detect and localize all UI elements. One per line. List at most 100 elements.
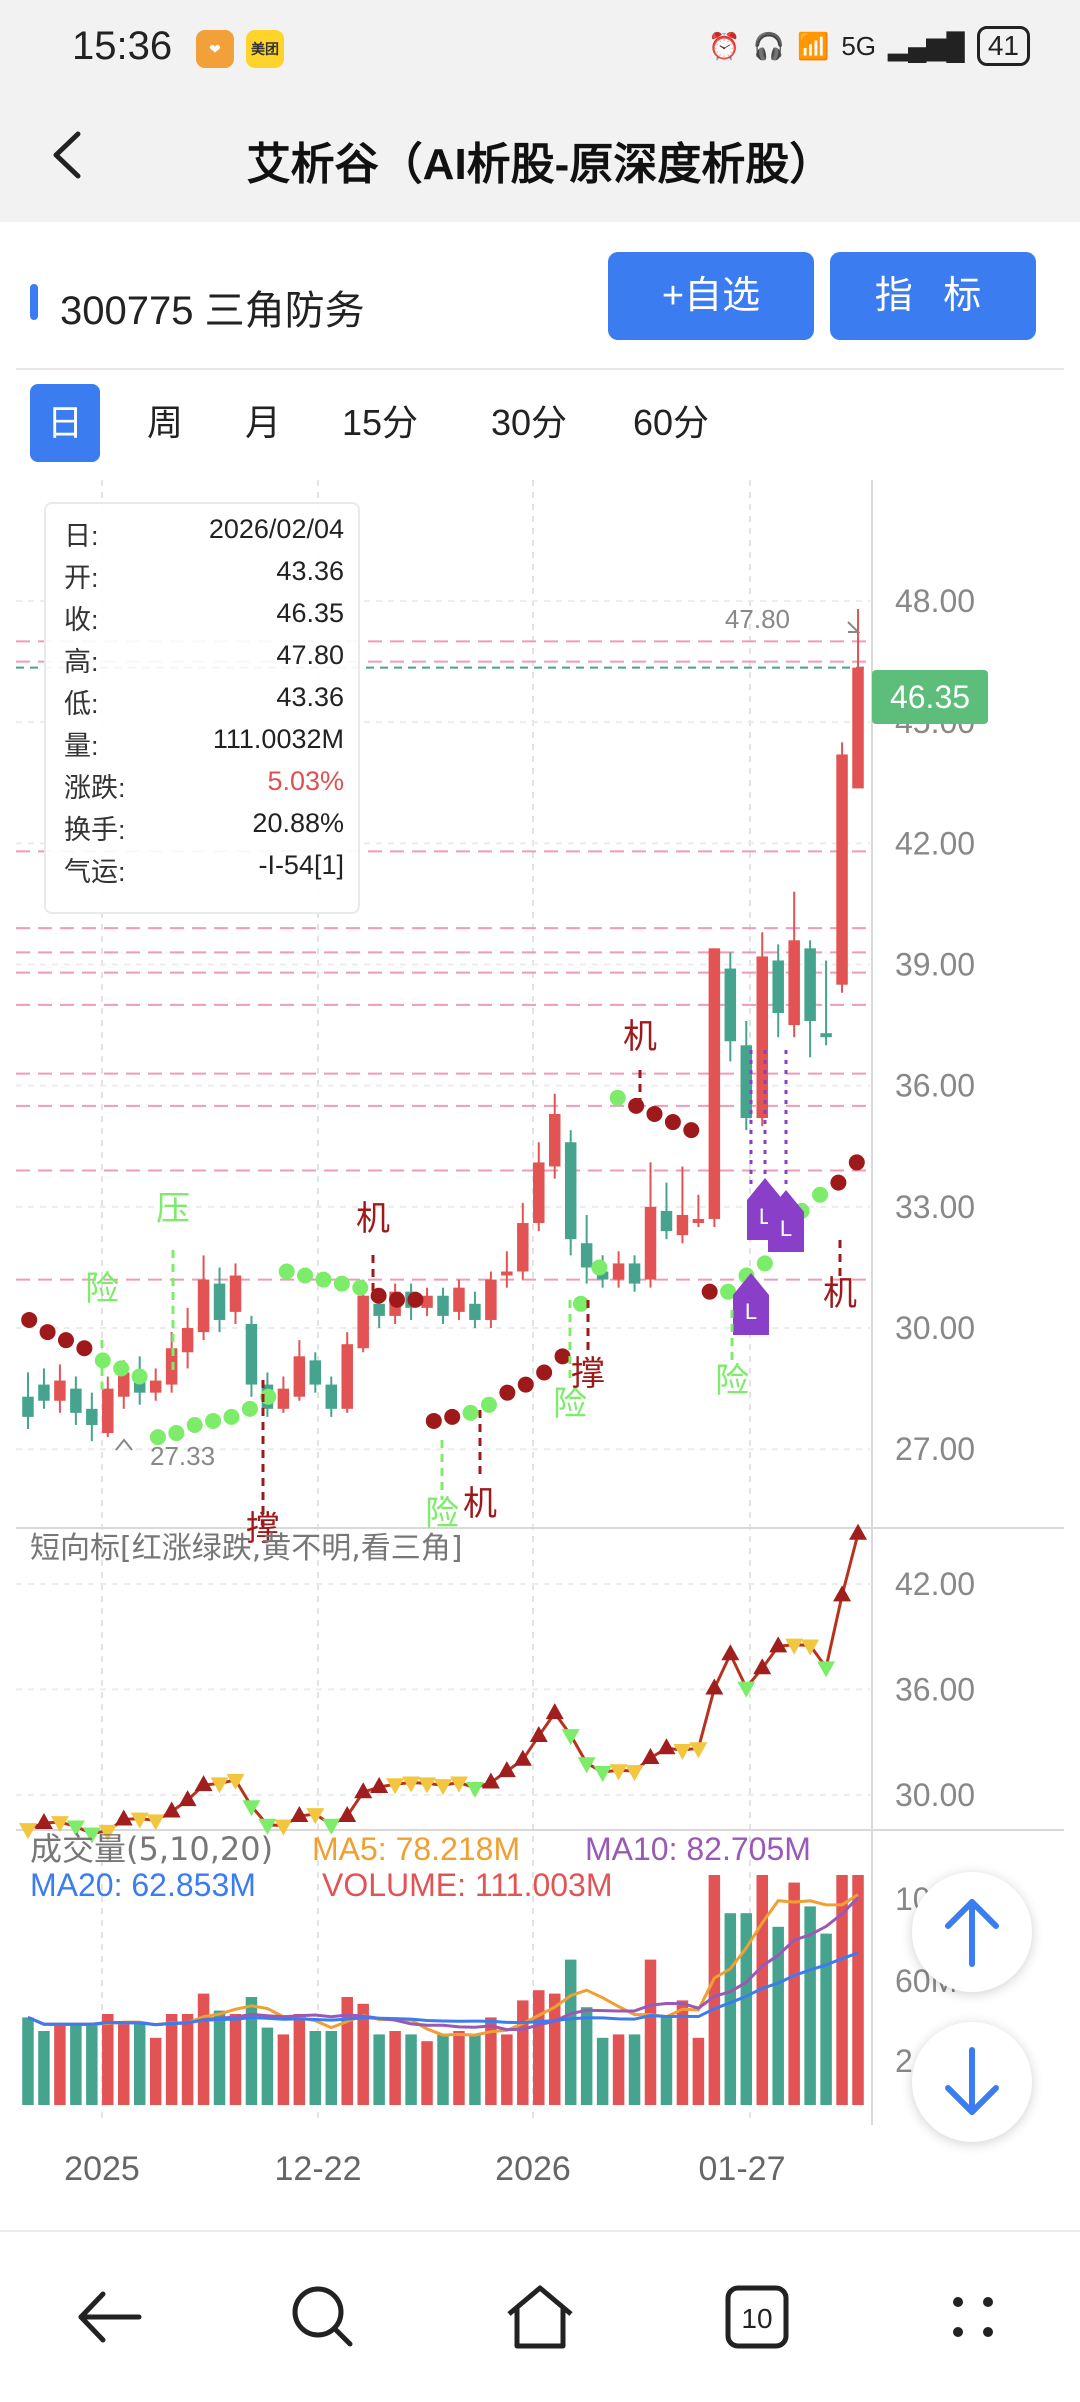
signal-label: 险 <box>553 1384 587 1424</box>
status-icons: ⏰ 🎧 📶 5G ▂▄▆█ 41 <box>708 26 1030 66</box>
candle-body <box>708 948 721 1219</box>
volume-bar <box>357 2003 369 2105</box>
trend-triangle <box>497 1761 516 1778</box>
nav-bar: 艾析谷（AI析股-原深度析股） <box>0 90 1080 222</box>
candle-body <box>437 1295 449 1316</box>
tab-30min[interactable]: 30分 <box>490 402 568 443</box>
trend-dot <box>720 1283 737 1300</box>
candle-body <box>836 754 848 985</box>
tab-month[interactable]: 月 <box>244 402 281 443</box>
trend-dot <box>241 1400 258 1417</box>
trend-dot <box>168 1425 185 1442</box>
volume-bar <box>86 2024 98 2105</box>
trend-dot <box>462 1404 479 1421</box>
volume-bar <box>644 1959 657 2105</box>
info-value: 47.80 <box>276 640 344 670</box>
buy-signal-icon: L <box>733 1273 769 1335</box>
volume-bar <box>277 2034 290 2105</box>
volume-bar <box>149 2037 162 2105</box>
info-row: 日: 2026/02/04 <box>64 514 344 556</box>
stock-header: 300775 三角防务 +自选 指 标 <box>0 222 1080 370</box>
info-key: 日: <box>64 521 99 551</box>
volume-bar <box>453 2031 465 2105</box>
scroll-up-button[interactable] <box>912 1872 1032 1992</box>
info-value: -I-54[1] <box>258 850 344 880</box>
trend-triangle <box>625 1765 644 1782</box>
buy-signal-icon: L <box>768 1190 804 1252</box>
trend-dot <box>572 1295 589 1312</box>
volume-bar <box>788 1882 800 2105</box>
volume-bar <box>564 1959 577 2105</box>
candle-body <box>724 968 737 1042</box>
indicator-button[interactable]: 指 标 <box>830 252 1036 340</box>
network-label: 5G <box>841 30 876 61</box>
signal-label: 险 <box>85 1269 119 1309</box>
info-value: 5.03% <box>267 766 344 796</box>
volume-legend-label: MA10: 82.705M <box>585 1831 811 1867</box>
tabs-icon[interactable]: 10 <box>712 2272 802 2362</box>
info-key: 低: <box>64 689 99 719</box>
trend-dot <box>131 1368 148 1385</box>
trend-triangle <box>146 1814 165 1831</box>
volume-bar <box>820 1933 832 2105</box>
menu-dots-icon[interactable] <box>928 2272 1018 2362</box>
volume-legend-label: 成交量(5,10,20) <box>30 1830 273 1868</box>
volume-bar <box>756 1875 768 2105</box>
accent-bar <box>30 284 38 320</box>
date-tick-label: 2026 <box>495 2150 571 2188</box>
candle-body <box>245 1324 258 1385</box>
trend-triangle <box>593 1766 612 1782</box>
trend-triangle <box>529 1725 548 1742</box>
volume-bar <box>772 1926 784 2105</box>
trend-triangle <box>577 1757 596 1774</box>
trend-tick-label: 36.00 <box>895 1671 975 1707</box>
trend-dot <box>370 1287 387 1304</box>
tab-day[interactable]: 日 <box>30 384 100 462</box>
high-pointer <box>847 621 861 633</box>
heart-app-icon: ❤ <box>196 30 234 68</box>
trend-triangle <box>354 1782 373 1799</box>
volume-bar <box>309 2031 322 2105</box>
trend-dot <box>664 1114 681 1131</box>
tab-60min[interactable]: 60分 <box>632 402 710 443</box>
trend-triangle <box>769 1636 788 1653</box>
info-key: 开: <box>64 563 99 593</box>
trend-dot <box>536 1364 553 1381</box>
add-watchlist-button[interactable]: +自选 <box>608 252 814 340</box>
tab-15min[interactable]: 15分 <box>341 402 419 443</box>
candle-body <box>118 1372 130 1397</box>
trend-dot <box>223 1408 240 1425</box>
trend-dot <box>352 1279 369 1296</box>
volume-bar <box>612 2034 625 2105</box>
trend-triangle <box>465 1781 484 1798</box>
trend-triangle <box>641 1747 660 1764</box>
trend-triangle <box>833 1585 852 1602</box>
trend-triangle <box>817 1661 836 1678</box>
divider <box>16 368 1064 370</box>
scroll-down-button[interactable] <box>912 2022 1032 2142</box>
date-tick-label: 2025 <box>64 2150 140 2188</box>
candle-body <box>756 956 768 1118</box>
home-icon[interactable] <box>495 2272 585 2362</box>
back-arrow-icon[interactable] <box>40 120 100 190</box>
wifi-icon: 📶 <box>796 30 830 61</box>
trend-dot <box>39 1324 56 1341</box>
trend-dot <box>499 1384 516 1401</box>
candle-body <box>70 1388 82 1413</box>
volume-bar <box>197 1993 210 2105</box>
trend-triangle <box>338 1805 357 1822</box>
trend-dot <box>278 1263 295 1280</box>
search-icon[interactable] <box>278 2272 368 2362</box>
candle-body <box>38 1384 50 1401</box>
buy-signal-letter: L <box>745 1299 757 1324</box>
price-tick-label: 33.00 <box>895 1189 975 1225</box>
back-nav-icon[interactable] <box>63 2272 153 2362</box>
trend-triangle <box>242 1800 261 1817</box>
signal-label: 机 <box>463 1484 497 1524</box>
trend-dot <box>57 1332 74 1349</box>
tab-week[interactable]: 周 <box>146 402 183 443</box>
volume-bar <box>517 2000 529 2105</box>
trend-dot <box>830 1174 847 1191</box>
trend-triangle <box>721 1644 740 1661</box>
